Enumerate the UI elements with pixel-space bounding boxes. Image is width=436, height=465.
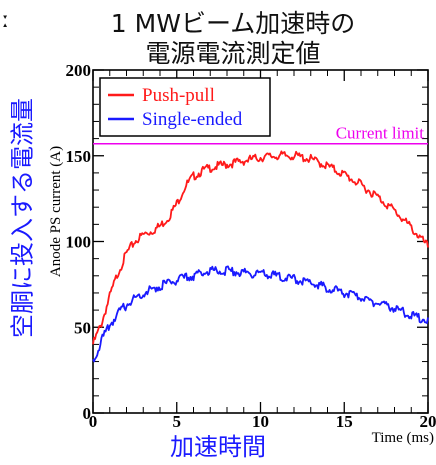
current-limit-group: Current limit bbox=[93, 124, 428, 145]
chart-title-line-1: 1 MWビーム加速時の bbox=[110, 9, 356, 38]
y-tick-label: 100 bbox=[66, 233, 92, 252]
x-tick-label: 5 bbox=[173, 412, 182, 431]
x-tick-label: 20 bbox=[420, 412, 436, 431]
series-line-single-ended bbox=[92, 265, 429, 363]
japanese-x-axis-label: 加速時間 bbox=[170, 433, 266, 461]
x-tick-label: 15 bbox=[336, 412, 353, 431]
y-tick-label: 200 bbox=[66, 61, 92, 80]
y-tick-label: 150 bbox=[66, 147, 92, 166]
legend-label: Single-ended bbox=[142, 109, 243, 130]
legend-box bbox=[99, 77, 271, 137]
series-line-push-pull bbox=[92, 150, 429, 345]
legend: Push-pull Single-ended bbox=[99, 77, 271, 137]
y-tick-label: 50 bbox=[74, 318, 91, 337]
y-tick-label: 0 bbox=[83, 404, 92, 423]
corner-glyph: ː bbox=[2, 8, 10, 33]
series-group bbox=[92, 150, 429, 363]
y-axis-label: Anode PS current (A) bbox=[48, 146, 64, 277]
axis-labels: Time (ms) Anode PS current (A) bbox=[48, 146, 434, 446]
chart-title-line-2: 電源電流測定値 bbox=[145, 39, 321, 68]
x-axis-label: Time (ms) bbox=[372, 430, 434, 446]
current-limit-label: Current limit bbox=[336, 124, 425, 143]
x-tick-label: 0 bbox=[89, 412, 98, 431]
legend-label: Push-pull bbox=[142, 85, 215, 106]
x-tick-label: 10 bbox=[252, 412, 269, 431]
